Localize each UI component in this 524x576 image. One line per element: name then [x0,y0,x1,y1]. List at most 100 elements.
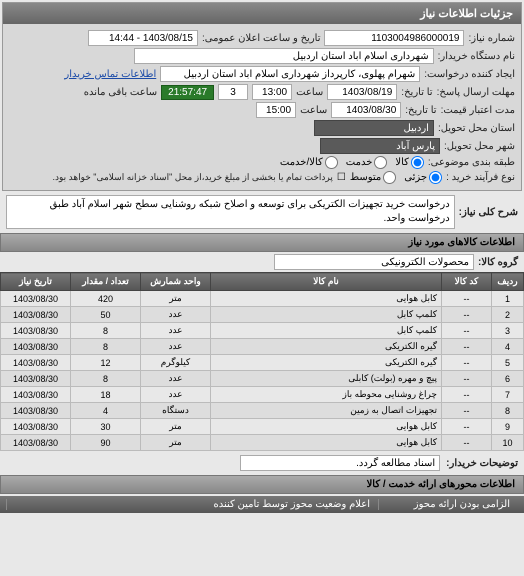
buy-note: پرداخت تمام یا بخشی از مبلغ خرید،از محل … [52,172,332,183]
cell-code: -- [442,291,492,307]
radio-goodsservice-label: کالا/خدمت [280,157,323,168]
need-details-panel: جزئیات اطلاعات نیاز شماره نیاز: 11030049… [2,2,522,191]
remain-days-field: 3 [218,84,248,100]
axes-col2: اعلام وضعیت محوز توسط تامین کننده [6,499,378,510]
desc-field: درخواست خرید تجهیزات الکتریکی برای توسعه… [6,195,455,229]
cell-name: گیره الکتریکی [211,339,442,355]
pub-date-label: تاریخ و ساعت اعلان عمومی: [202,33,321,44]
radio-goods-label: کالا [395,157,409,168]
cell-code: -- [442,435,492,451]
cell-date: 1403/08/30 [1,403,71,419]
cell-name: چراغ روشنایی محوطه باز [211,387,442,403]
contact-link[interactable]: اطلاعات تماس خریدار [64,69,156,80]
radio-service-input[interactable] [374,156,387,169]
buyer-notes-label: توضیحات خریدار: [446,458,518,469]
cell-qty: 420 [71,291,141,307]
cell-date: 1403/08/30 [1,339,71,355]
cell-date: 1403/08/30 [1,323,71,339]
items-section-title: اطلاعات کالاهای مورد نیاز [0,233,524,252]
cell-unit: متر [141,435,211,451]
cell-date: 1403/08/30 [1,291,71,307]
cell-date: 1403/08/30 [1,419,71,435]
radio-service[interactable]: خدمت [346,156,388,169]
table-row: 2--کلمپ کابلعدد501403/08/30 [1,307,524,323]
remain-timer: 21:57:47 [161,85,214,100]
cell-code: -- [442,419,492,435]
deliver-prov-label: استان محل تحویل: [438,123,515,134]
th-code: کد کالا [442,273,492,291]
table-row: 6--پیچ و مهره (بولت) کابلیعدد81403/08/30 [1,371,524,387]
cell-qty: 90 [71,435,141,451]
radio-goodsservice[interactable]: کالا/خدمت [280,156,338,169]
deliver-prov-field: اردبیل [314,120,434,136]
cell-unit: کیلوگرم [141,355,211,371]
desc-label: شرح کلی نیاز: [459,207,518,218]
buy-note-checkbox[interactable]: ☐ [337,172,346,183]
cell-date: 1403/08/30 [1,371,71,387]
th-unit: واحد شمارش [141,273,211,291]
cell-name: پیچ و مهره (بولت) کابلی [211,371,442,387]
table-row: 4--گیره الکتریکیعدد81403/08/30 [1,339,524,355]
cell-qty: 50 [71,307,141,323]
cell-unit: عدد [141,387,211,403]
cell-name: گیره الکتریکی [211,355,442,371]
cell-code: -- [442,307,492,323]
cell-n: 5 [492,355,524,371]
cell-qty: 8 [71,371,141,387]
cell-code: -- [442,387,492,403]
radio-goods[interactable]: کالا [395,156,424,169]
until-label-2: تا تاریخ: [405,105,436,116]
cell-name: کابل هوایی [211,291,442,307]
cell-qty: 12 [71,355,141,371]
radio-goodsservice-input[interactable] [325,156,338,169]
cell-unit: عدد [141,371,211,387]
req-no-field: 1103004986000019 [324,30,464,46]
cell-date: 1403/08/30 [1,355,71,371]
table-row: 1--کابل هواییمتر4201403/08/30 [1,291,524,307]
cell-qty: 18 [71,387,141,403]
cell-name: کابل هوایی [211,419,442,435]
deadline-time-field: 13:00 [252,84,292,100]
deliver-city-field: پارس آباد [320,138,440,154]
hour-label-1: ساعت [296,87,323,98]
cell-unit: عدد [141,307,211,323]
panel-title: جزئیات اطلاعات نیاز [3,3,521,24]
radio-medium-input[interactable] [383,171,396,184]
cell-n: 1 [492,291,524,307]
cell-date: 1403/08/30 [1,435,71,451]
radio-partial-input[interactable] [429,171,442,184]
remain-suffix: ساعت باقی مانده [84,87,157,98]
buy-type-radio-group: جزئی متوسط [350,171,442,184]
cell-qty: 8 [71,323,141,339]
radio-goods-input[interactable] [411,156,424,169]
cell-code: -- [442,355,492,371]
cell-n: 7 [492,387,524,403]
items-table: ردیف کد کالا نام کالا واحد شمارش تعداد /… [0,272,524,451]
cell-name: کلمپ کابل [211,323,442,339]
deliver-city-label: شهر محل تحویل: [444,141,515,152]
radio-service-label: خدمت [346,157,373,168]
price-valid-label: مدت اعتبار قیمت: [441,105,515,116]
requester-label: ایجاد کننده درخواست: [424,69,515,80]
cell-unit: عدد [141,339,211,355]
radio-partial[interactable]: جزئی [404,171,442,184]
buyer-label: نام دستگاه خریدار: [438,51,515,62]
table-row: 3--کلمپ کابلعدد81403/08/30 [1,323,524,339]
cell-n: 2 [492,307,524,323]
cell-n: 8 [492,403,524,419]
cell-unit: عدد [141,323,211,339]
th-row: ردیف [492,273,524,291]
radio-medium[interactable]: متوسط [350,171,396,184]
radio-partial-label: جزئی [404,172,427,183]
cell-n: 4 [492,339,524,355]
buy-type-label: نوع فرآیند خرید : [446,172,515,183]
cell-unit: دستگاه [141,403,211,419]
hour-label-2: ساعت [300,105,327,116]
requester-field: شهرام پهلوی، کارپرداز شهرداری اسلام اباد… [160,66,420,82]
axes-section-title: اطلاعات محورهای ارائه خدمت / کالا [0,475,524,494]
cell-qty: 8 [71,339,141,355]
category-radio-group: کالا خدمت کالا/خدمت [280,156,424,169]
cell-n: 9 [492,419,524,435]
th-qty: تعداد / مقدار [71,273,141,291]
cell-name: تجهیزات اتصال به زمین [211,403,442,419]
